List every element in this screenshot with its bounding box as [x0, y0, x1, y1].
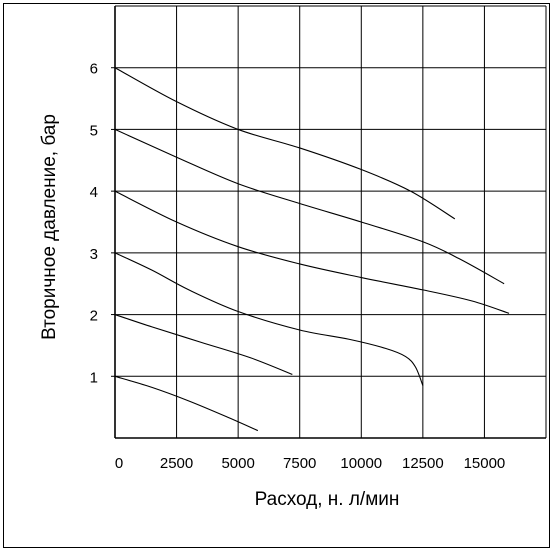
x-tick-label: 2500	[160, 455, 193, 472]
chart-frame	[3, 3, 550, 548]
y-tick-label: 2	[90, 308, 98, 325]
grid	[111, 5, 547, 439]
series-line-6	[114, 67, 456, 220]
series-line-1	[114, 375, 259, 432]
x-tick-label: 5000	[221, 455, 254, 472]
x-tick-labels: 0 2500 5000 7500 10000 12500 15000	[115, 455, 505, 472]
x-tick-label: 0	[115, 455, 123, 472]
y-tick-label: 4	[90, 184, 98, 201]
series-line-5	[114, 128, 505, 285]
x-tick-label: 12500	[402, 455, 444, 472]
x-tick-label: 7500	[283, 455, 316, 472]
y-tick-label: 3	[90, 246, 98, 263]
series-line-2	[114, 314, 293, 375]
y-tick-labels: 1 2 3 4 5 6	[90, 61, 98, 387]
x-tick-label: 15000	[464, 455, 506, 472]
series-line-4	[114, 190, 510, 314]
x-tick-label: 10000	[340, 455, 382, 472]
y-tick-label: 1	[90, 369, 98, 386]
curves	[114, 67, 510, 432]
y-axis-label: Вторичное давление, бар	[39, 114, 60, 340]
y-tick-label: 6	[90, 61, 98, 78]
x-axis-label: Расход, н. л/мин	[255, 489, 400, 510]
y-tick-label: 5	[90, 122, 98, 139]
series-line-3	[114, 252, 424, 386]
